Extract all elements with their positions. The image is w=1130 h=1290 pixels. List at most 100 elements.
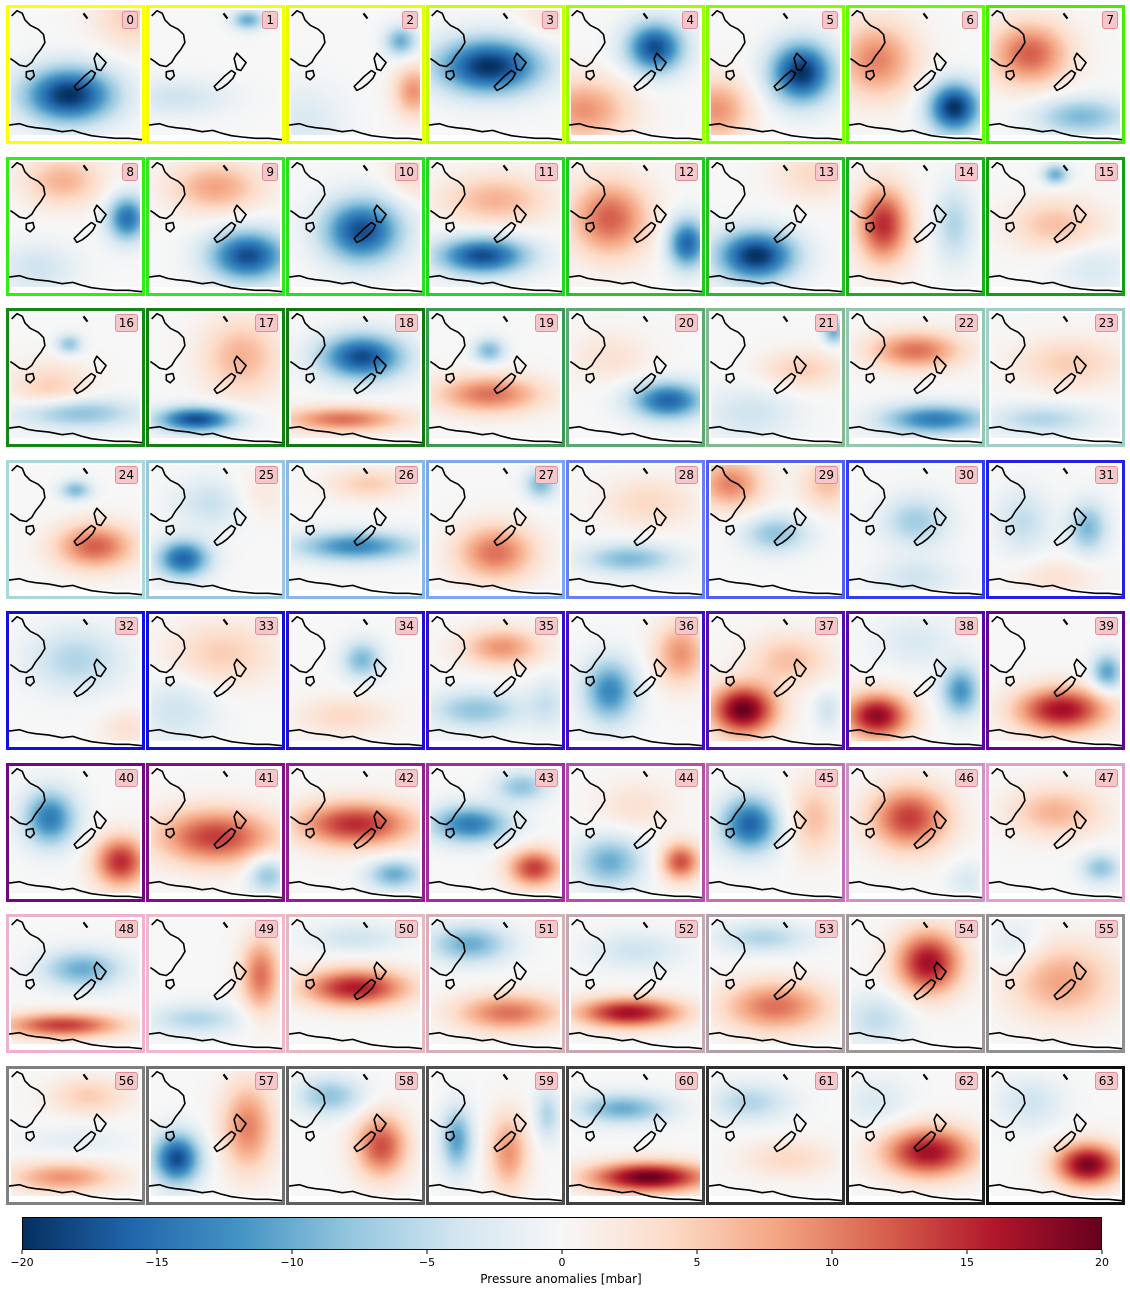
tasmania-coastline	[726, 677, 734, 686]
nz-north-island-coastline	[94, 205, 106, 222]
tasmania-coastline	[26, 829, 34, 838]
heatmap-field	[711, 313, 840, 438]
tasmania-coastline	[166, 526, 174, 535]
australia-coastline	[570, 920, 605, 976]
australia-coastline	[570, 466, 605, 522]
australia-coastline	[430, 920, 465, 976]
panel-number-label: 43	[534, 769, 558, 787]
australia-coastline	[990, 314, 1025, 370]
heatmap-field	[991, 616, 1120, 741]
nz-north-island-coastline	[94, 356, 106, 373]
tasmania-coastline	[586, 223, 594, 232]
nz-south-island-coastline	[74, 980, 95, 1000]
island-mark	[83, 316, 87, 321]
heatmap-field	[151, 465, 280, 590]
antarctica-coastline	[429, 124, 562, 140]
tasmania-coastline	[866, 677, 874, 686]
antarctica-coastline	[149, 730, 282, 746]
nz-north-island-coastline	[794, 205, 806, 222]
heatmap-field	[991, 919, 1120, 1044]
tasmania-coastline	[866, 374, 874, 383]
heatmap-field	[151, 313, 280, 438]
nz-south-island-coastline	[494, 374, 515, 394]
map-panel-11: 11	[426, 157, 565, 296]
island-mark	[1063, 316, 1067, 321]
heatmap-field	[151, 1071, 280, 1196]
panel-number-label: 1	[262, 11, 278, 29]
nz-south-island-coastline	[494, 71, 515, 91]
nz-north-island-coastline	[654, 811, 666, 828]
nz-north-island-coastline	[234, 962, 246, 979]
map-panel-6: 6	[846, 5, 985, 144]
australia-coastline	[570, 617, 605, 673]
antarctica-coastline	[989, 427, 1122, 443]
island-mark	[1063, 619, 1067, 624]
antarctica-coastline	[569, 276, 702, 292]
coastline-overlay	[429, 917, 562, 1050]
antarctica-coastline	[709, 427, 842, 443]
island-mark	[223, 922, 227, 927]
map-panel-41: 41	[146, 763, 285, 902]
nz-north-island-coastline	[1074, 205, 1086, 222]
tasmania-coastline	[1006, 374, 1014, 383]
heatmap-field	[711, 919, 840, 1044]
nz-north-island-coastline	[94, 962, 106, 979]
map-panel-43: 43	[426, 763, 565, 902]
island-mark	[223, 13, 227, 18]
australia-coastline	[430, 314, 465, 370]
heatmap-field	[151, 616, 280, 741]
coastline-overlay	[569, 614, 702, 747]
tasmania-coastline	[166, 980, 174, 989]
heatmap-field	[571, 465, 700, 590]
map-panel-51: 51	[426, 914, 565, 1053]
nz-north-island-coastline	[234, 53, 246, 70]
panel-number-label: 59	[534, 1072, 558, 1090]
coastline-overlay	[989, 614, 1122, 747]
heatmap-field	[851, 162, 980, 287]
island-mark	[1063, 13, 1067, 18]
tasmania-coastline	[726, 374, 734, 383]
island-mark	[223, 619, 227, 624]
map-panel-9: 9	[146, 157, 285, 296]
coastline-overlay	[569, 917, 702, 1050]
island-mark	[923, 468, 927, 473]
coastline-overlay	[9, 8, 142, 141]
coastline-overlay	[9, 311, 142, 444]
nz-south-island-coastline	[1054, 71, 1075, 91]
tasmania-coastline	[446, 677, 454, 686]
island-mark	[83, 619, 87, 624]
antarctica-coastline	[429, 427, 562, 443]
panel-number-label: 33	[254, 617, 278, 635]
antarctica-coastline	[569, 730, 702, 746]
nz-north-island-coastline	[794, 1114, 806, 1131]
map-panel-45: 45	[706, 763, 845, 902]
tasmania-coastline	[866, 1132, 874, 1141]
map-panel-12: 12	[566, 157, 705, 296]
map-panel-24: 24	[6, 460, 145, 599]
nz-north-island-coastline	[374, 811, 386, 828]
heatmap-field	[431, 313, 560, 438]
coastline-overlay	[709, 8, 842, 141]
map-panel-57: 57	[146, 1066, 285, 1205]
tasmania-coastline	[726, 223, 734, 232]
heatmap-field	[991, 162, 1120, 287]
australia-coastline	[990, 163, 1025, 219]
nz-south-island-coastline	[914, 1132, 935, 1152]
coastline-overlay	[289, 1069, 422, 1202]
nz-south-island-coastline	[1054, 374, 1075, 394]
island-mark	[783, 771, 787, 776]
nz-south-island-coastline	[634, 374, 655, 394]
antarctica-coastline	[569, 124, 702, 140]
nz-north-island-coastline	[934, 508, 946, 525]
island-mark	[923, 316, 927, 321]
coastline-overlay	[989, 8, 1122, 141]
antarctica-coastline	[849, 730, 982, 746]
tasmania-coastline	[306, 980, 314, 989]
antarctica-coastline	[149, 276, 282, 292]
heatmap-field	[991, 313, 1120, 438]
nz-south-island-coastline	[914, 71, 935, 91]
map-panel-52: 52	[566, 914, 705, 1053]
map-panel-15: 15	[986, 157, 1125, 296]
tasmania-coastline	[306, 71, 314, 80]
australia-coastline	[430, 617, 465, 673]
